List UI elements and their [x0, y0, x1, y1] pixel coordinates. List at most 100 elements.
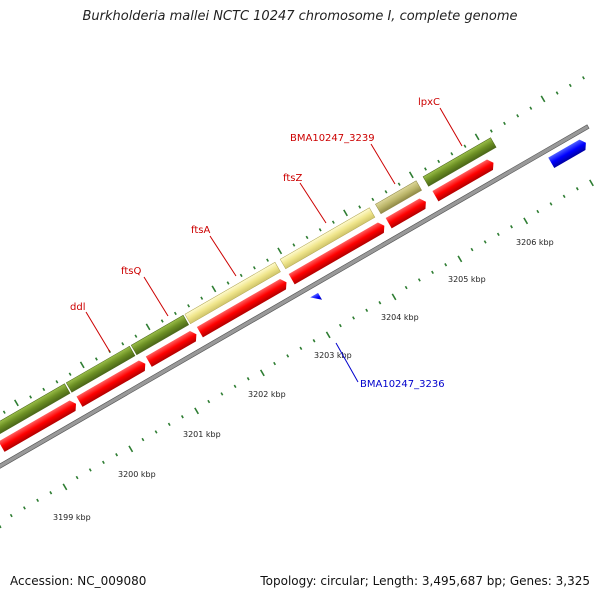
- inner-tick-ring: [0, 179, 594, 529]
- minor-tick: [36, 498, 40, 503]
- minor-tick: [246, 377, 250, 381]
- minor-tick: [299, 346, 303, 351]
- leader-bma3239: [370, 143, 396, 185]
- reverse-strand-genes: [0, 157, 496, 452]
- minor-tick: [88, 468, 92, 472]
- major-tick: [325, 331, 331, 339]
- gene-box-lpxC[interactable]: [422, 137, 497, 187]
- gene-label-ddl[interactable]: ddl: [70, 302, 85, 313]
- gene-box-ftsZ[interactable]: [279, 207, 376, 270]
- minor-tick: [312, 339, 316, 343]
- minor-tick: [134, 334, 138, 338]
- red-arrow-5[interactable]: [196, 277, 290, 338]
- minor-tick: [292, 243, 296, 247]
- minor-tick: [9, 513, 13, 518]
- gene-label-ftsZ[interactable]: ftsZ: [283, 173, 302, 184]
- gene-label-lpxC[interactable]: lpxC: [418, 97, 440, 108]
- minor-tick: [503, 121, 506, 126]
- minor-tick: [239, 273, 243, 278]
- minor-tick: [470, 247, 474, 252]
- minor-tick: [121, 342, 125, 346]
- forward-strand-genes: [0, 137, 497, 458]
- minor-tick: [496, 232, 500, 237]
- accession-text: Accession: NC_009080: [10, 574, 147, 588]
- minor-tick: [233, 384, 237, 389]
- minor-tick: [94, 357, 98, 361]
- kbp-label: 3199 kbp: [53, 513, 91, 522]
- gene-label-bma3239[interactable]: BMA10247_3239: [290, 133, 375, 144]
- leader-ftsZ: [299, 182, 327, 224]
- major-tick: [13, 399, 19, 407]
- red-arrow-6[interactable]: [288, 220, 388, 285]
- minor-tick: [286, 354, 290, 358]
- gene-box-ftsA[interactable]: [184, 261, 281, 325]
- minor-tick: [424, 167, 427, 171]
- minor-tick: [23, 506, 26, 510]
- minor-tick: [220, 392, 224, 396]
- minor-tick: [352, 316, 355, 320]
- minor-tick: [489, 129, 493, 133]
- leader-lpxC: [439, 107, 463, 147]
- minor-tick: [207, 399, 211, 404]
- red-arrow-3[interactable]: [76, 358, 148, 407]
- kbp-label: 3201 kbp: [183, 430, 221, 439]
- major-tick: [62, 483, 68, 491]
- minor-tick: [226, 281, 230, 285]
- minor-tick: [29, 395, 33, 399]
- sequence-band: [0, 76, 594, 529]
- red-arrow-4[interactable]: [145, 329, 200, 367]
- gene-box-ftsQ[interactable]: [130, 314, 190, 356]
- minor-tick: [101, 460, 105, 465]
- minor-tick: [450, 152, 454, 156]
- minor-tick: [582, 76, 585, 80]
- leader-ftsQ: [143, 276, 169, 317]
- gene-box-ddl[interactable]: [65, 345, 136, 393]
- minor-tick: [404, 285, 408, 290]
- gene-box-ddl-region[interactable]: [0, 383, 71, 458]
- minor-tick: [417, 278, 421, 282]
- minor-tick: [173, 311, 177, 316]
- minor-tick: [305, 235, 309, 240]
- minor-tick: [338, 323, 342, 328]
- gene-label-ftsA[interactable]: ftsA: [191, 225, 210, 236]
- minor-tick: [115, 453, 119, 457]
- outer-tick-ring: [2, 76, 585, 414]
- minor-tick: [575, 187, 579, 191]
- minor-tick: [200, 296, 204, 300]
- major-tick: [0, 521, 2, 529]
- minor-tick: [154, 430, 158, 434]
- minor-tick: [266, 258, 269, 262]
- minor-tick: [365, 308, 369, 313]
- minor-tick: [568, 83, 572, 88]
- minor-tick: [536, 209, 540, 214]
- major-tick: [474, 133, 480, 141]
- kbp-label: 3206 kbp: [516, 238, 554, 247]
- minor-tick: [167, 422, 171, 427]
- minor-tick: [510, 225, 513, 229]
- gene-label-bma3236[interactable]: BMA10247_3236: [360, 379, 445, 390]
- minor-tick: [318, 228, 322, 232]
- red-arrow-8[interactable]: [432, 157, 496, 202]
- minor-tick: [378, 301, 382, 305]
- gene-box-bma3239[interactable]: [375, 180, 422, 215]
- blue-arrow-bma3236[interactable]: [310, 292, 323, 304]
- red-arrow-7[interactable]: [385, 196, 429, 229]
- kbp-label: 3202 kbp: [248, 390, 286, 399]
- minor-tick: [141, 437, 145, 442]
- minor-tick: [75, 475, 79, 480]
- blue-arrow-right[interactable]: [548, 138, 589, 169]
- leader-ddl: [85, 311, 111, 353]
- minor-tick: [529, 106, 533, 110]
- minor-tick: [2, 410, 6, 414]
- minor-tick: [549, 202, 553, 206]
- major-tick: [145, 323, 151, 331]
- red-arrow-2[interactable]: [0, 398, 79, 452]
- gene-label-ftsQ[interactable]: ftsQ: [121, 266, 141, 277]
- minor-tick: [516, 114, 520, 118]
- genome-summary-text: Topology: circular; Length: 3,495,687 bp…: [260, 574, 590, 588]
- minor-tick: [55, 380, 59, 384]
- minor-tick: [371, 197, 375, 202]
- major-tick: [128, 445, 134, 453]
- major-tick: [589, 179, 594, 187]
